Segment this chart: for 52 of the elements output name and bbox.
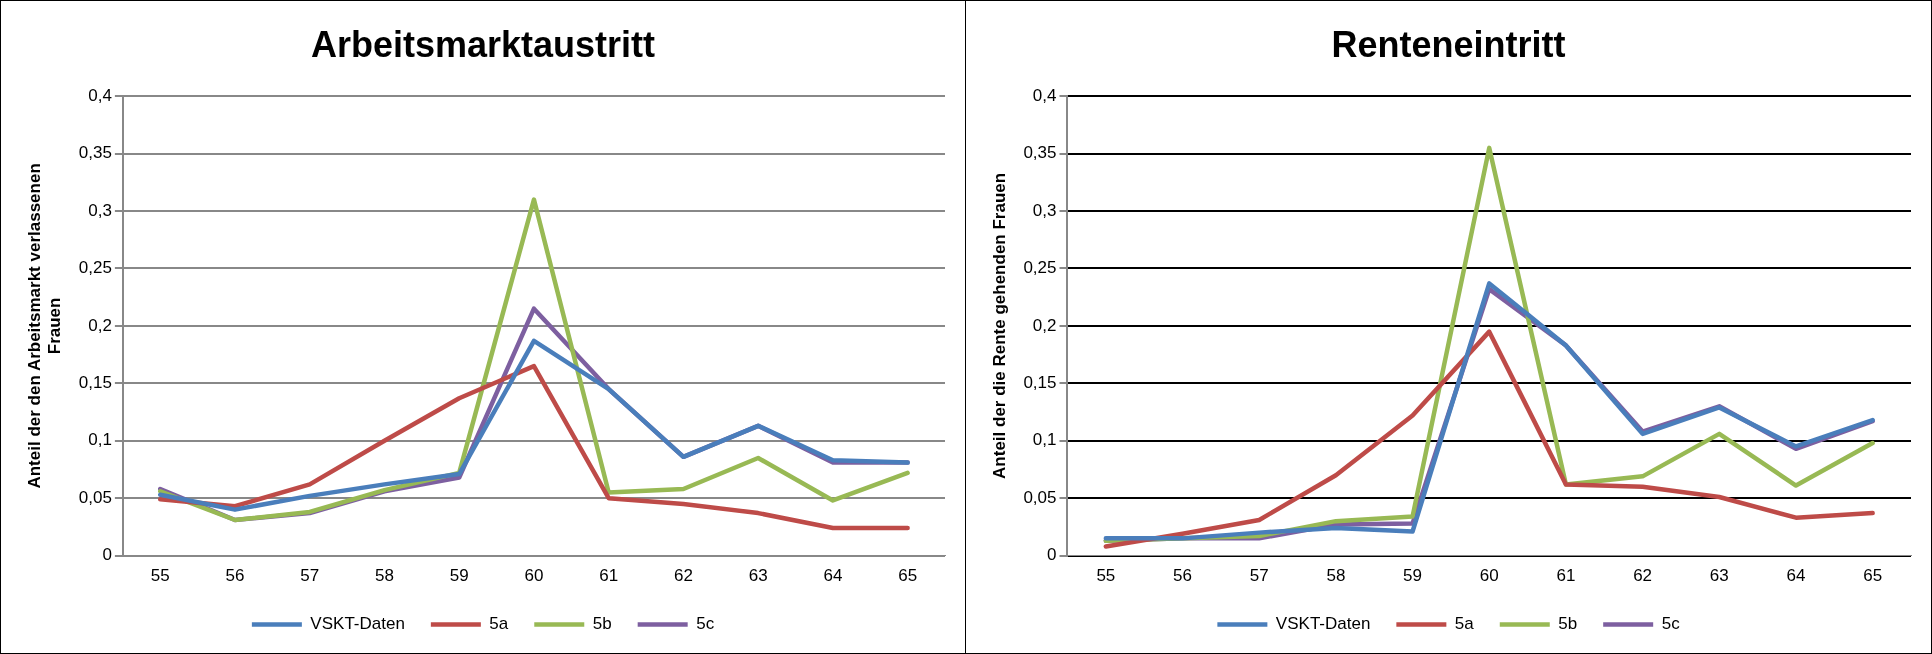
legend-label: 5b — [1558, 614, 1578, 634]
x-tick-label: 62 — [1633, 566, 1653, 586]
x-tick-label: 65 — [1863, 566, 1883, 586]
legend-label: 5c — [1661, 614, 1681, 634]
y-tick-label: 0,25 — [1023, 258, 1057, 278]
x-tick-label: 64 — [1786, 566, 1806, 586]
legend-label: VSKT-Daten — [1275, 614, 1371, 634]
x-tick-label: 62 — [673, 566, 693, 586]
x-tick-label: 59 — [1403, 566, 1423, 586]
x-tick-label: 55 — [1096, 566, 1116, 586]
x-tick-label: 58 — [375, 566, 394, 586]
x-tick-label: 56 — [1173, 566, 1192, 586]
legend-label: 5b — [592, 614, 612, 634]
legend-label: 5c — [696, 614, 715, 634]
x-tick-label: 56 — [225, 566, 245, 586]
x-tick-label: 60 — [1479, 566, 1499, 586]
y-tick-label: 0 — [1047, 545, 1057, 565]
y-tick-label: 0,2 — [88, 315, 112, 335]
x-tick-label: 65 — [898, 566, 918, 586]
x-tick-label: 59 — [449, 566, 469, 586]
y-tick-label: 0,15 — [1023, 373, 1057, 393]
x-tick-label: 60 — [524, 566, 544, 586]
x-tick-label: 57 — [1249, 566, 1269, 586]
y-tick-label: 0,15 — [78, 373, 112, 393]
y-tick-label: 0,1 — [88, 430, 112, 450]
y-tick-label: 0,3 — [88, 200, 112, 220]
y-tick-label: 0,3 — [1032, 200, 1057, 220]
y-tick-label: 0,4 — [88, 85, 112, 105]
x-tick-label: 57 — [300, 566, 320, 586]
y-tick-label: 0,35 — [1023, 143, 1057, 163]
chart-title: Renteneintritt — [1331, 23, 1566, 65]
legend-label: VSKT-Daten — [310, 614, 405, 634]
legend-label: 5a — [489, 614, 509, 634]
y-tick-label: 0,4 — [1032, 85, 1057, 105]
y-tick-label: 0,35 — [78, 143, 112, 163]
x-tick-label: 61 — [599, 566, 619, 586]
y-tick-label: 0 — [102, 545, 112, 565]
x-tick-label: 61 — [1556, 566, 1576, 586]
y-tick-label: 0,05 — [1023, 487, 1057, 507]
y-tick-label: 0,1 — [1032, 430, 1057, 450]
y-axis-title: Anteil der die Rente gehenden Frauen — [989, 172, 1009, 479]
y-axis-title: Anteil der den Arbeitsmarkt verlassenen Frauen — [24, 163, 65, 489]
y-tick-label: 0,05 — [78, 487, 112, 507]
y-tick-label: 0,2 — [1032, 315, 1057, 335]
chart-title: Arbeitsmarktaustritt — [310, 23, 656, 65]
x-tick-label: 63 — [748, 566, 768, 586]
legend-label: 5a — [1454, 614, 1475, 634]
y-tick-label: 0,25 — [78, 258, 112, 278]
x-tick-label: 55 — [150, 566, 170, 586]
x-tick-label: 63 — [1709, 566, 1729, 586]
x-tick-label: 64 — [823, 566, 843, 586]
x-tick-label: 58 — [1326, 566, 1346, 586]
